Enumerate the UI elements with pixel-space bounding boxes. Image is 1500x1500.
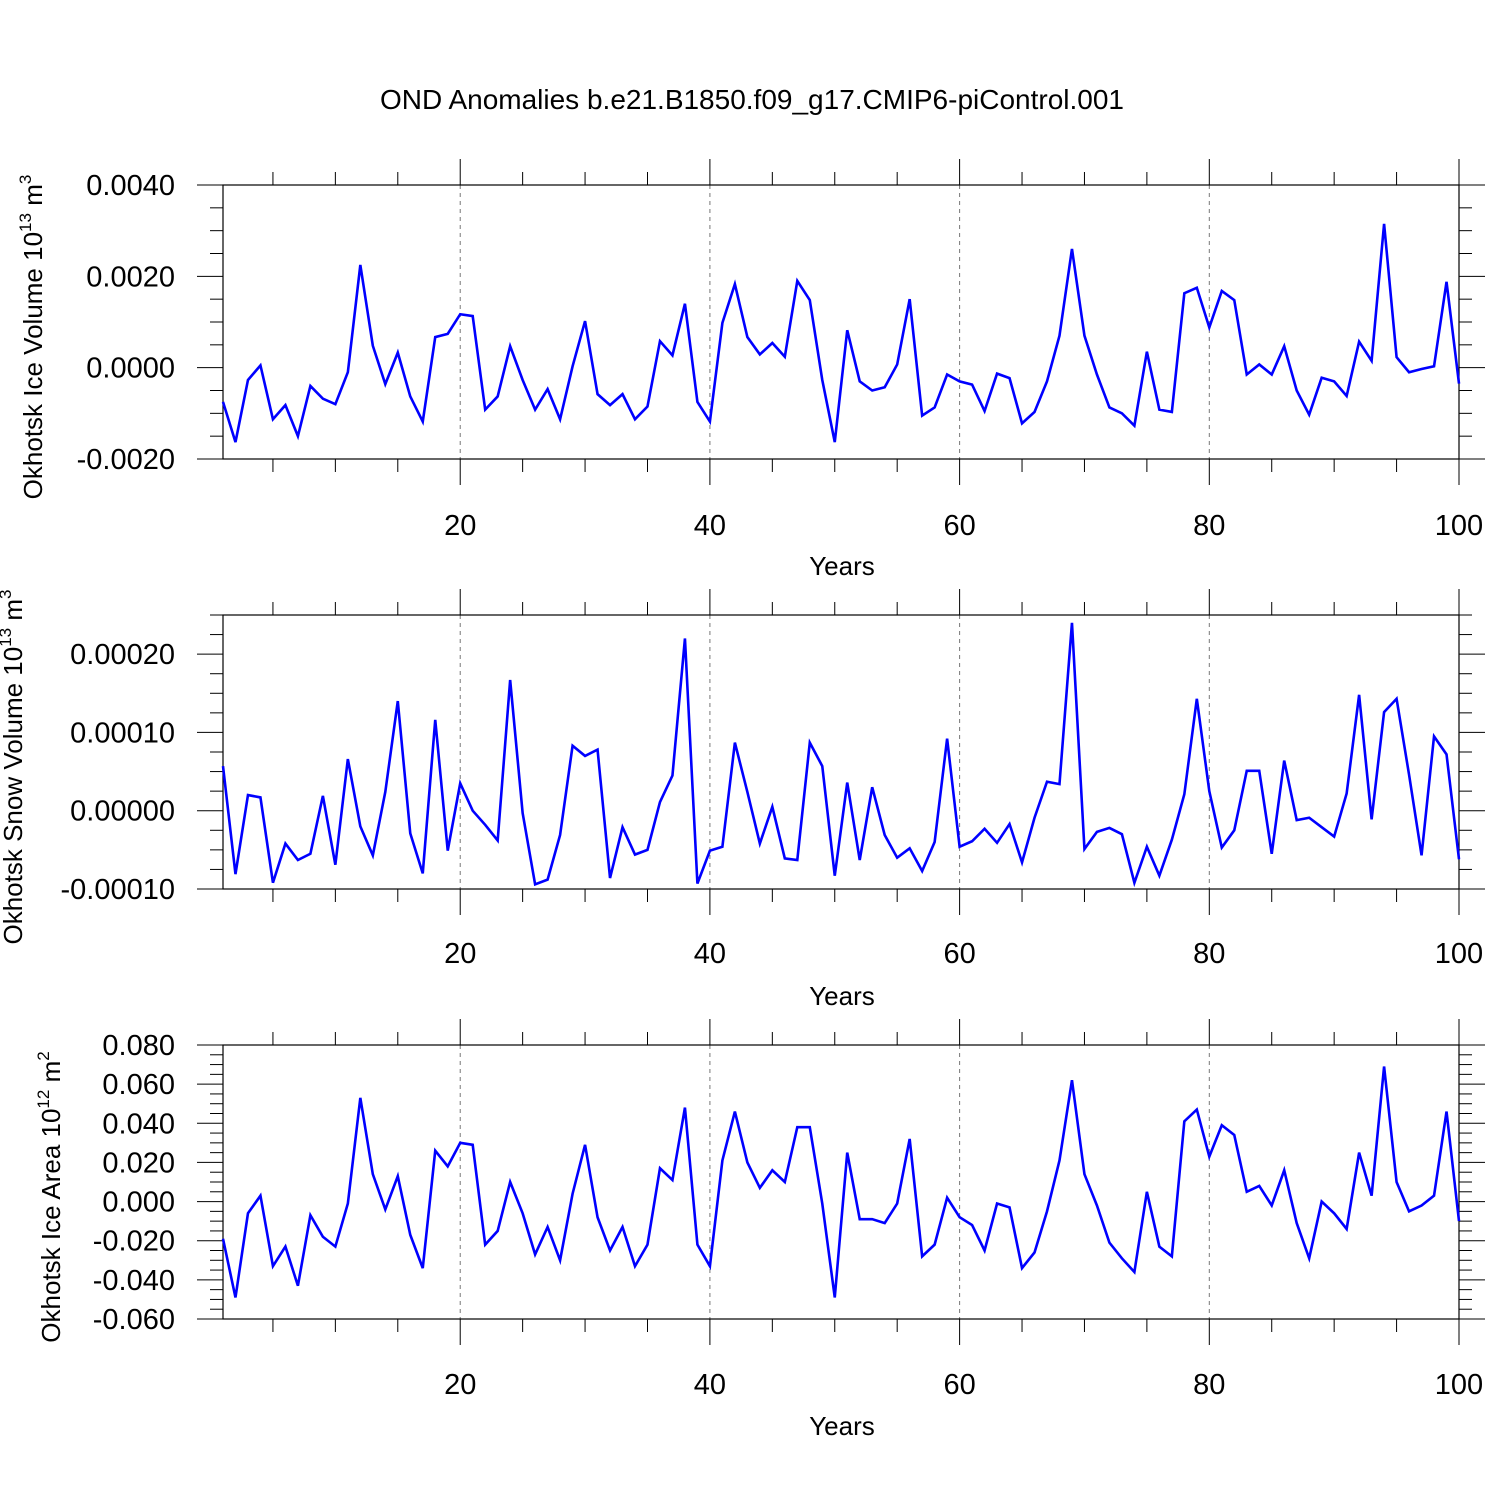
snow-volume-panel: 20 40 60 80 100 Years -0.00010 0.00000 0.00010 0.… (0, 589, 1485, 1011)
x-tick-label: 80 (1193, 510, 1225, 542)
x-tick-label: 60 (943, 938, 975, 970)
y-tick-label: 0.00000 (70, 796, 175, 828)
y-axis-label: Okhotsk Snow Volume 1013 m3 (0, 590, 28, 945)
series-line (221, 622, 1461, 888)
x-tick-label: 40 (694, 1369, 726, 1401)
y-axis-label: Okhotsk Ice Area 1012 m2 (34, 1051, 66, 1342)
y-tick-label: 0.080 (102, 1030, 175, 1062)
y-tick-label: 0.040 (102, 1108, 175, 1140)
x-tick-label: 20 (444, 1369, 476, 1401)
y-tick-label: 0.0040 (86, 170, 175, 202)
y-tick-label: -0.040 (93, 1265, 175, 1297)
ice-volume-panel: 20 40 60 80 100 Years -0.0020 0.0000 0.0020 0.004… (16, 159, 1485, 581)
x-axis-label: Years (809, 551, 875, 581)
y-tick-label: 0.060 (102, 1069, 175, 1101)
x-tick-label: 20 (444, 510, 476, 542)
y-tick-label: -0.0020 (77, 444, 175, 476)
plot-frame (222, 184, 1460, 460)
y-tick-label: -0.00010 (61, 874, 176, 906)
x-tick-label: 80 (1193, 1369, 1225, 1401)
x-tick-label: 100 (1435, 1369, 1483, 1401)
x-tick-label: 60 (943, 1369, 975, 1401)
x-tick-label: 100 (1435, 510, 1483, 542)
x-tick-label: 60 (943, 510, 975, 542)
y-tick-label: 0.00010 (70, 717, 175, 749)
y-tick-label: 0.0020 (86, 261, 175, 293)
y-tick-label: 0.0000 (86, 353, 175, 385)
series-line (221, 223, 1461, 443)
ice-area-panel: 20 40 60 80 100 Years -0.060 -0.040 -0.020 0.000 0… (34, 1019, 1485, 1441)
x-tick-label: 80 (1193, 938, 1225, 970)
y-axis-label: Okhotsk Ice Volume 1013 m3 (16, 175, 48, 500)
figure-title: OND Anomalies b.e21.B1850.f09_g17.CMIP6-… (380, 84, 1124, 115)
y-tick-label: -0.060 (93, 1304, 175, 1336)
plot-frame (222, 1044, 1460, 1320)
y-tick-label: 0.00020 (70, 639, 175, 671)
x-axis-label: Years (809, 1411, 875, 1441)
x-axis-label: Years (809, 981, 875, 1011)
series-line (221, 1066, 1461, 1298)
x-tick-label: 40 (694, 938, 726, 970)
x-tick-label: 20 (444, 938, 476, 970)
y-tick-label: 0.020 (102, 1147, 175, 1179)
y-tick-label: -0.020 (93, 1226, 175, 1258)
y-tick-label: 0.000 (102, 1187, 175, 1219)
x-tick-label: 40 (694, 510, 726, 542)
x-tick-label: 100 (1435, 938, 1483, 970)
